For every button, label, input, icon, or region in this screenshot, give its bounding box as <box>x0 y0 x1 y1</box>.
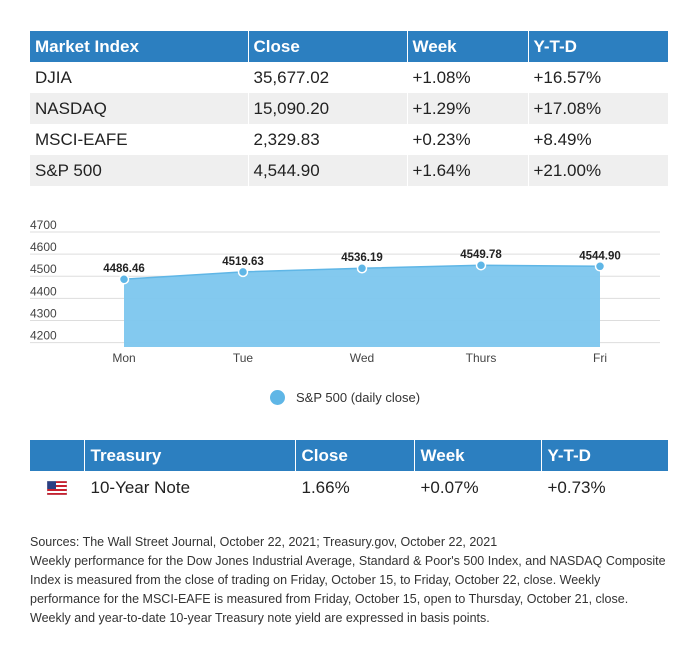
data-point <box>237 266 249 278</box>
header-ytd: Y-T-D <box>528 31 668 62</box>
area-fill <box>124 265 600 347</box>
index-name: DJIA <box>30 62 249 93</box>
treasury-ytd: +0.73% <box>541 471 668 504</box>
table-row: NASDAQ 15,090.20 +1.29% +17.08% <box>30 93 668 124</box>
us-flag-icon <box>46 480 67 496</box>
data-label: 4549.78 <box>460 249 502 261</box>
y-tick-label: 4400 <box>30 284 57 298</box>
index-ytd: +17.08% <box>528 93 668 124</box>
data-label: 4536.19 <box>341 252 383 264</box>
index-name: MSCI-EAFE <box>30 124 249 155</box>
methodology-text: Weekly performance for the Dow Jones Ind… <box>30 554 666 625</box>
index-close: 15,090.20 <box>248 93 408 124</box>
treasury-table: Treasury Close Week Y-T-D 10-Year Note 1… <box>30 440 668 504</box>
index-week: +1.29% <box>407 93 529 124</box>
sources-text: Sources: The Wall Street Journal, Octobe… <box>30 535 498 549</box>
header-close: Close <box>248 31 408 62</box>
data-label: 4544.90 <box>579 250 621 262</box>
index-name: S&P 500 <box>30 155 249 186</box>
header-treasury: Treasury <box>84 440 296 471</box>
x-tick-label: Tue <box>233 351 254 365</box>
sp500-area-chart: 4200 4300 4400 4500 4600 4700 4486.46 4519.63 45… <box>30 218 660 365</box>
x-tick-label: Wed <box>350 351 374 365</box>
market-table-header-row: Market Index Close Week Y-T-D <box>30 31 668 62</box>
chart-legend: S&P 500 (daily close) <box>270 390 420 405</box>
treasury-close: 1.66% <box>295 471 415 504</box>
data-point <box>594 261 606 272</box>
flag-cell <box>30 471 85 504</box>
index-week: +1.64% <box>407 155 529 186</box>
index-close: 2,329.83 <box>248 124 408 155</box>
data-label: 4486.46 <box>103 263 145 275</box>
table-row: MSCI-EAFE 2,329.83 +0.23% +8.49% <box>30 124 668 155</box>
header-close: Close <box>295 440 415 471</box>
header-week: Week <box>407 31 529 62</box>
data-label: 4519.63 <box>222 256 264 268</box>
legend-swatch <box>270 390 285 405</box>
table-row: 10-Year Note 1.66% +0.07% +0.73% <box>30 471 668 504</box>
treasury-name: 10-Year Note <box>84 471 296 504</box>
header-week: Week <box>414 440 542 471</box>
index-ytd: +16.57% <box>528 62 668 93</box>
index-close: 35,677.02 <box>248 62 408 93</box>
index-ytd: +8.49% <box>528 124 668 155</box>
header-flag <box>30 440 85 471</box>
x-tick-label: Thurs <box>466 351 497 365</box>
data-point <box>118 273 130 285</box>
footnotes: Sources: The Wall Street Journal, Octobe… <box>30 533 670 628</box>
legend-label: S&P 500 (daily close) <box>296 390 421 405</box>
x-tick-label: Mon <box>112 351 135 365</box>
index-week: +0.23% <box>407 124 529 155</box>
y-tick-label: 4700 <box>30 218 57 232</box>
data-point <box>475 259 487 271</box>
treasury-week: +0.07% <box>414 471 542 504</box>
data-point <box>356 262 368 274</box>
y-tick-label: 4500 <box>30 262 57 276</box>
table-row: DJIA 35,677.02 +1.08% +16.57% <box>30 62 668 93</box>
market-index-table: Market Index Close Week Y-T-D DJIA 35,67… <box>30 31 668 186</box>
header-market-index: Market Index <box>30 31 249 62</box>
y-tick-label: 4300 <box>30 306 57 320</box>
header-ytd: Y-T-D <box>541 440 668 471</box>
y-tick-label: 4600 <box>30 240 57 254</box>
treasury-table-header-row: Treasury Close Week Y-T-D <box>30 440 668 471</box>
y-tick-label: 4200 <box>30 329 57 343</box>
index-week: +1.08% <box>407 62 529 93</box>
x-tick-label: Fri <box>593 351 607 365</box>
table-row: S&P 500 4,544.90 +1.64% +21.00% <box>30 155 668 186</box>
index-close: 4,544.90 <box>248 155 408 186</box>
index-ytd: +21.00% <box>528 155 668 186</box>
index-name: NASDAQ <box>30 93 249 124</box>
